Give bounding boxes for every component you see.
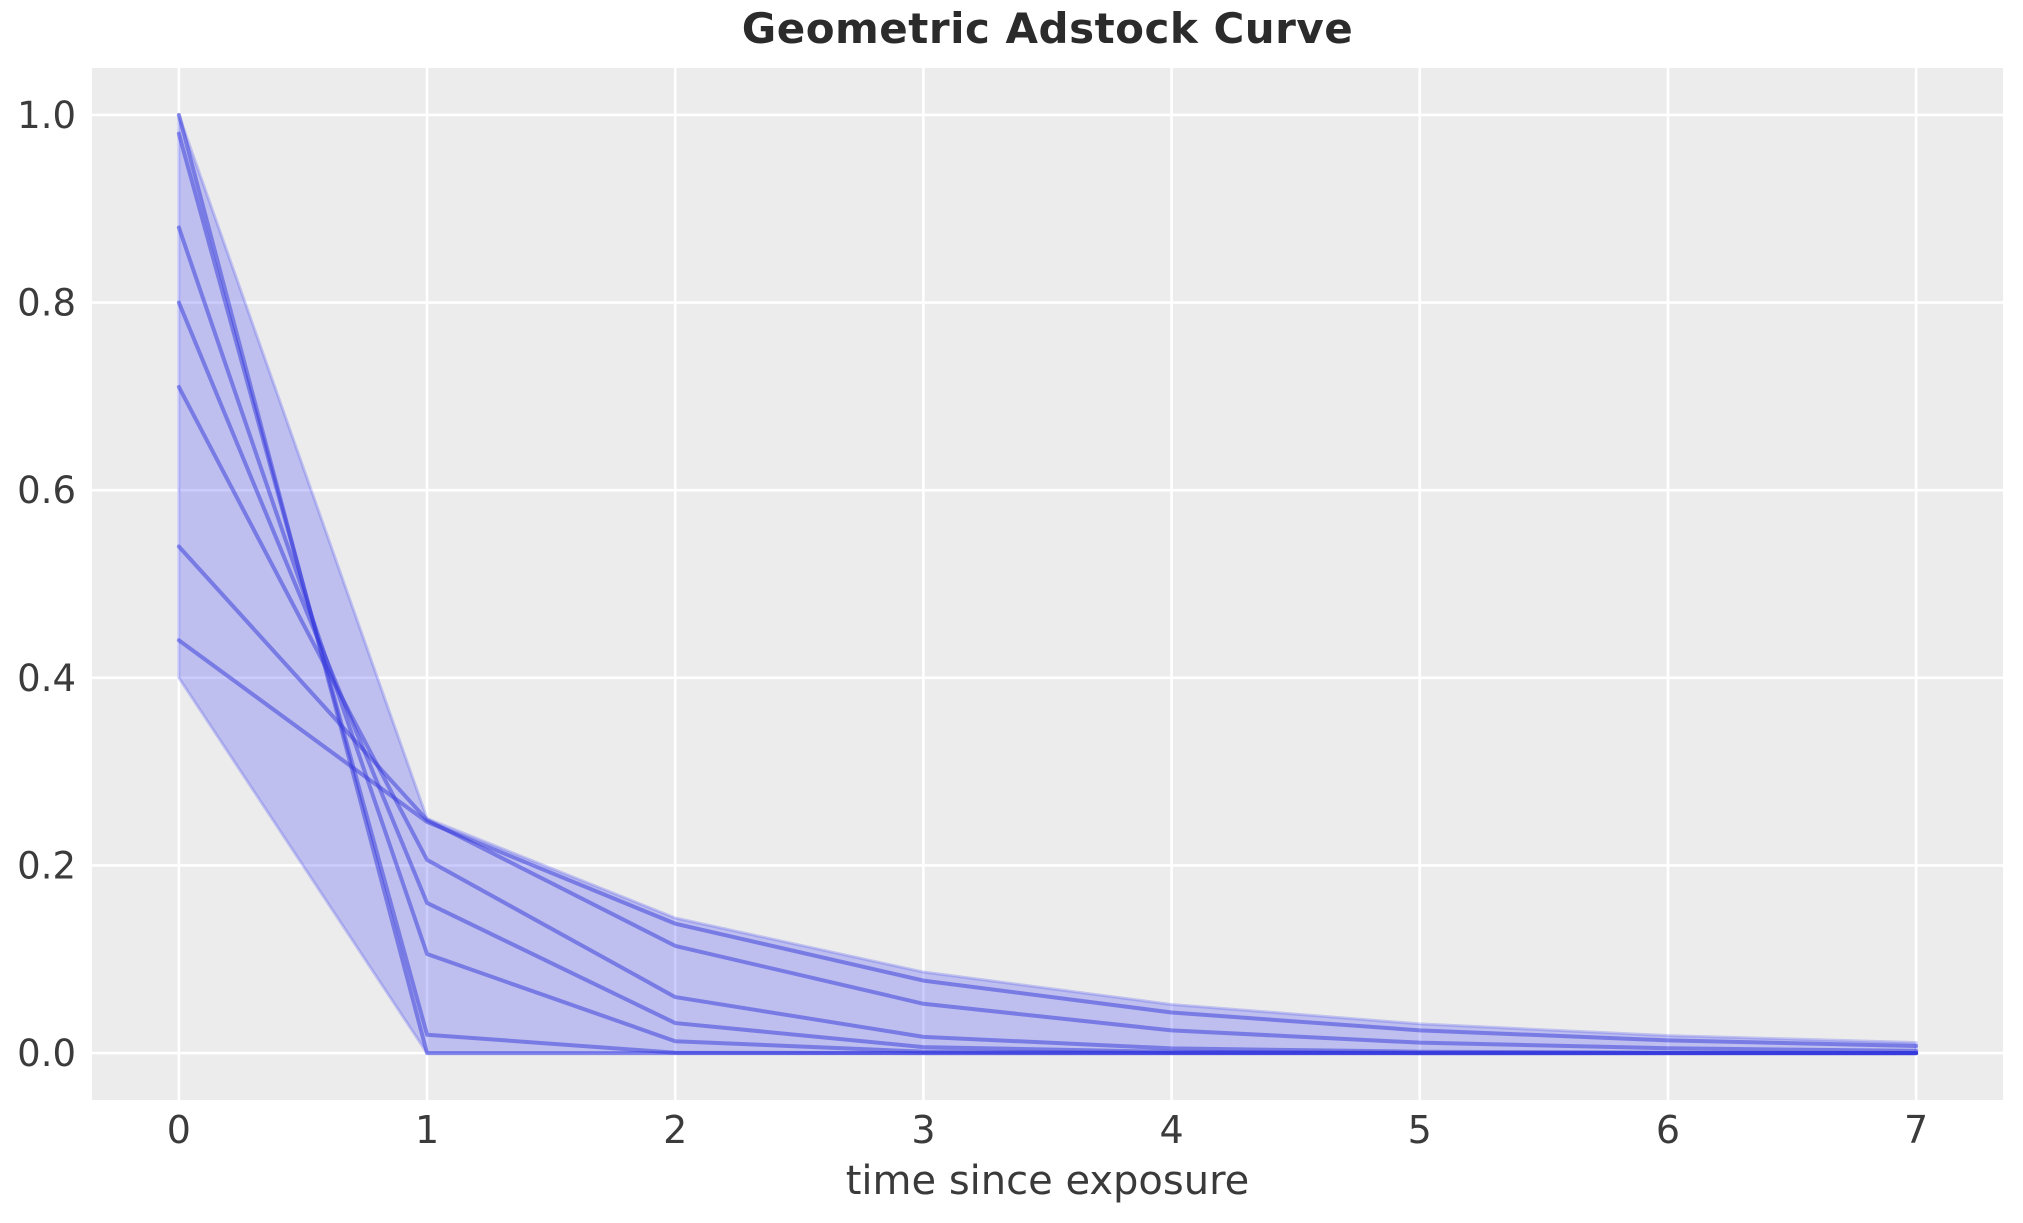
y-tick-label: 0.2	[17, 844, 76, 887]
x-tick-label: 1	[415, 1108, 439, 1152]
x-tick-label: 5	[1408, 1108, 1432, 1152]
x-tick-label: 0	[167, 1108, 191, 1152]
x-tick-label: 3	[911, 1108, 935, 1152]
y-tick-label: 0.8	[17, 282, 76, 325]
chart-title: Geometric Adstock Curve	[741, 4, 1354, 53]
adstock-curve	[176, 638, 1919, 1048]
x-tick-label: 4	[1159, 1108, 1183, 1152]
plot-background	[92, 68, 2003, 1100]
x-tick-label: 6	[1656, 1108, 1680, 1152]
y-tick-label: 0.0	[17, 1032, 76, 1075]
y-tick-label: 1.0	[17, 94, 76, 137]
x-tick-label: 2	[663, 1108, 687, 1152]
y-tick-label: 0.4	[17, 657, 76, 700]
y-tick-label: 0.6	[17, 469, 76, 512]
adstock-curve	[176, 384, 1919, 1055]
x-tick-label: 7	[1904, 1108, 1928, 1152]
x-axis-label: time since exposure	[845, 1158, 1250, 1204]
